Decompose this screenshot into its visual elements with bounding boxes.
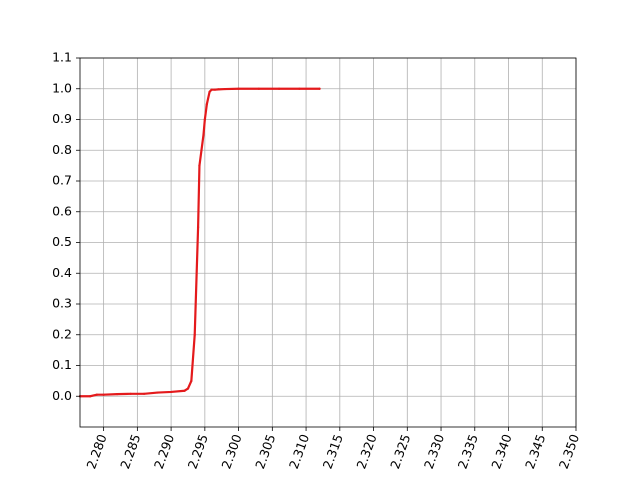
data-point xyxy=(217,88,220,91)
y-tick-label: 0.5 xyxy=(52,234,72,249)
data-point xyxy=(198,164,201,167)
data-point xyxy=(156,391,159,394)
grid xyxy=(80,57,577,427)
data-point xyxy=(213,88,217,91)
data-point xyxy=(200,149,203,152)
ticks: 2.280 2.285 2.290 2.295 2.300 2.305 2.310 2.315… xyxy=(52,50,582,471)
data-point xyxy=(277,87,281,90)
x-tick-label: 2.340 xyxy=(488,432,514,471)
data-point xyxy=(170,390,173,394)
x-tick-label: 2.325 xyxy=(387,432,413,471)
y-tick-label: 0.2 xyxy=(52,326,72,341)
data-point xyxy=(203,118,206,121)
x-tick-label: 2.335 xyxy=(455,432,481,471)
data-point xyxy=(318,87,321,90)
data-point xyxy=(116,392,119,396)
data-point xyxy=(183,389,186,392)
data-point xyxy=(223,87,227,91)
y-tick-label: 1.0 xyxy=(52,80,72,95)
y-tick-label: 0.0 xyxy=(52,388,72,403)
series-layer xyxy=(78,87,321,398)
data-point xyxy=(208,90,211,93)
data-point xyxy=(196,226,200,229)
data-point xyxy=(257,87,260,90)
y-tick-label: 0.4 xyxy=(52,265,72,280)
y-tick-label: 0.6 xyxy=(52,203,72,218)
data-point xyxy=(190,379,193,382)
data-point xyxy=(210,88,213,91)
y-tick-label: 0.7 xyxy=(52,173,72,188)
x-tick-label: 2.345 xyxy=(522,432,548,471)
data-point xyxy=(95,393,98,396)
data-point xyxy=(143,392,146,395)
x-tick-label: 2.295 xyxy=(185,432,211,471)
data-point xyxy=(129,392,132,395)
data-point xyxy=(102,393,105,396)
x-tick-label: 2.285 xyxy=(117,432,143,471)
data-point xyxy=(89,395,92,398)
x-tick-label: 2.320 xyxy=(353,432,379,471)
data-point xyxy=(202,133,205,136)
x-tick-label: 2.305 xyxy=(252,432,278,471)
x-tick-label: 2.290 xyxy=(151,432,177,471)
data-point xyxy=(205,103,208,106)
x-tick-label: 2.300 xyxy=(218,432,244,471)
y-tick-label: 0.9 xyxy=(52,111,72,126)
data-point xyxy=(193,333,196,336)
x-tick-label: 2.280 xyxy=(83,432,109,471)
x-tick-label: 2.315 xyxy=(320,432,346,471)
data-point xyxy=(298,87,301,90)
y-tick-label: 0.3 xyxy=(52,296,72,311)
x-tick-label: 2.310 xyxy=(286,432,312,471)
data-point xyxy=(237,87,240,90)
y-tick-label: 0.1 xyxy=(52,357,72,372)
y-tick-label: 1.1 xyxy=(52,50,72,65)
y-tick-label: 0.8 xyxy=(52,142,72,157)
x-tick-label: 2.350 xyxy=(556,432,582,471)
x-tick-label: 2.330 xyxy=(421,432,447,471)
data-point xyxy=(186,387,190,390)
